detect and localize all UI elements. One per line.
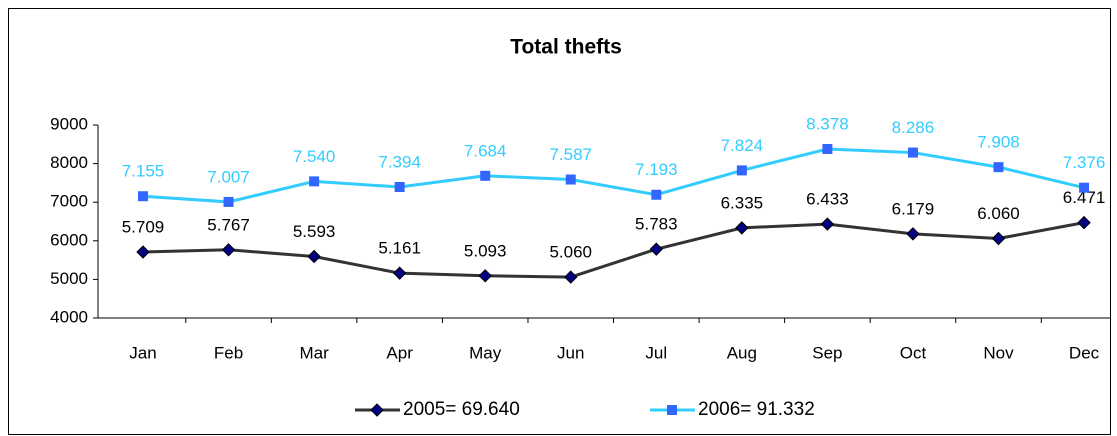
data-label: 7.007 bbox=[207, 167, 250, 186]
data-point bbox=[906, 227, 920, 241]
data-label: 7.155 bbox=[122, 162, 165, 181]
data-point bbox=[136, 245, 150, 259]
data-point bbox=[307, 249, 321, 264]
data-point bbox=[478, 269, 492, 283]
data-point bbox=[822, 144, 833, 155]
x-tick-label: Nov bbox=[983, 343, 1014, 362]
x-tick-label: Oct bbox=[900, 343, 927, 362]
x-tick-label: Jun bbox=[557, 343, 584, 362]
data-point bbox=[221, 243, 236, 257]
data-point bbox=[736, 165, 747, 176]
y-tick-label: 4000 bbox=[50, 307, 88, 326]
data-point bbox=[991, 231, 1006, 246]
data-label: 5.161 bbox=[378, 239, 421, 258]
data-point bbox=[1079, 182, 1090, 193]
data-point bbox=[392, 266, 407, 280]
y-tick-label: 9000 bbox=[50, 114, 88, 133]
y-tick-label: 5000 bbox=[50, 269, 88, 288]
legend-label: 2006= 91.332 bbox=[698, 399, 815, 420]
x-tick-label: Apr bbox=[386, 343, 413, 362]
data-point bbox=[564, 270, 578, 284]
chart-border bbox=[8, 8, 1111, 435]
data-label: 7.684 bbox=[464, 141, 507, 160]
data-point bbox=[480, 170, 491, 181]
data-label: 5.783 bbox=[635, 215, 678, 234]
data-point bbox=[993, 162, 1004, 173]
x-tick-label: Sep bbox=[812, 343, 842, 362]
data-label: 7.824 bbox=[721, 136, 764, 155]
data-point bbox=[565, 174, 576, 185]
x-tick-label: Jul bbox=[645, 343, 667, 362]
data-label: 6.471 bbox=[1063, 188, 1106, 207]
data-label: 7.540 bbox=[293, 147, 336, 166]
data-label: 8.378 bbox=[806, 114, 849, 133]
data-label: 6.179 bbox=[892, 199, 935, 218]
data-label: 7.394 bbox=[378, 152, 421, 171]
legend-marker bbox=[370, 403, 384, 417]
data-point bbox=[651, 189, 662, 200]
data-label: 5.709 bbox=[122, 218, 165, 237]
x-tick-label: Feb bbox=[214, 343, 243, 362]
y-tick-label: 6000 bbox=[50, 230, 88, 249]
legend-marker bbox=[667, 405, 677, 415]
data-point bbox=[907, 147, 918, 158]
legend-label: 2005= 69.640 bbox=[403, 399, 520, 420]
data-point bbox=[309, 176, 320, 187]
x-tick-label: Dec bbox=[1069, 343, 1100, 362]
data-label: 6.060 bbox=[977, 204, 1020, 223]
x-tick-label: May bbox=[469, 343, 502, 362]
data-label: 5.767 bbox=[207, 215, 250, 234]
data-label: 8.286 bbox=[892, 118, 935, 137]
data-point bbox=[223, 196, 234, 207]
data-point bbox=[649, 242, 664, 256]
series-line bbox=[142, 221, 1085, 279]
data-point bbox=[394, 181, 405, 192]
data-point bbox=[820, 217, 835, 231]
y-tick-label: 8000 bbox=[50, 153, 88, 172]
y-tick-label: 7000 bbox=[50, 192, 88, 211]
x-tick-label: Jan bbox=[129, 343, 156, 362]
data-point bbox=[735, 221, 749, 235]
data-label: 6.335 bbox=[721, 193, 764, 212]
data-label: 7.193 bbox=[635, 160, 678, 179]
x-tick-label: Mar bbox=[299, 343, 329, 362]
data-label: 5.060 bbox=[549, 243, 592, 262]
data-point bbox=[1077, 215, 1091, 230]
data-label: 7.908 bbox=[977, 133, 1020, 152]
x-tick-label: Aug bbox=[727, 343, 757, 362]
data-point bbox=[138, 191, 148, 202]
data-label: 7.587 bbox=[549, 145, 592, 164]
data-label: 5.093 bbox=[464, 241, 507, 260]
data-label: 6.433 bbox=[806, 190, 849, 209]
data-label: 5.593 bbox=[293, 222, 336, 241]
chart-title: Total thefts bbox=[510, 36, 622, 59]
data-label: 7.376 bbox=[1063, 153, 1106, 172]
series-line bbox=[142, 147, 1085, 204]
